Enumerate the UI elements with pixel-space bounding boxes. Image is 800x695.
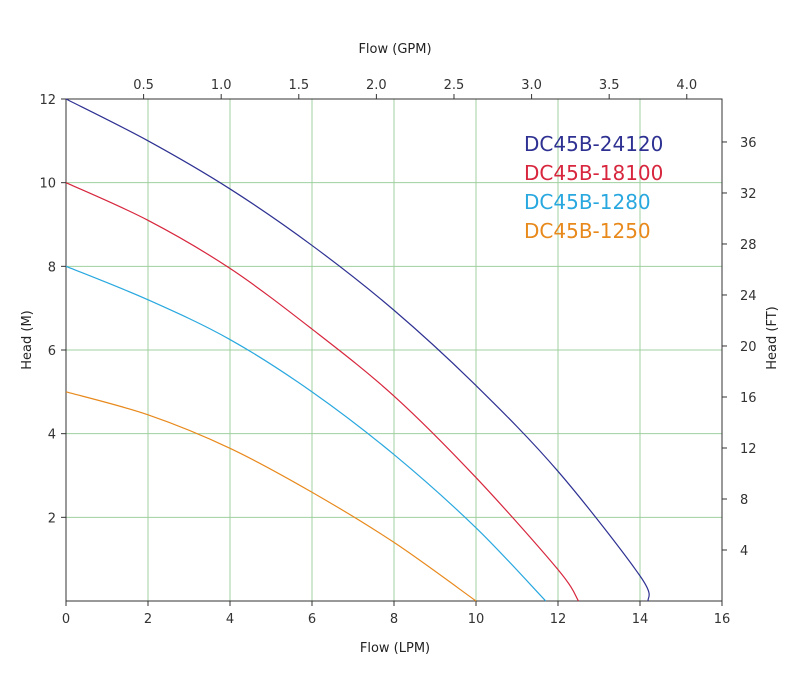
series-line — [65, 391, 477, 602]
y-tick-label: 6 — [48, 344, 56, 359]
y2-tick-label: 20 — [740, 340, 757, 355]
x2-tick-label: 4.0 — [676, 78, 697, 93]
x2-tick-label: 1.0 — [211, 78, 232, 93]
series-lines — [65, 98, 650, 602]
legend: DC45B-24120 DC45B-18100 DC45B-1280 DC45B-12… — [524, 132, 663, 243]
legend-entry: DC45B-1250 — [524, 219, 651, 243]
x2-tick-label: 2.0 — [366, 78, 387, 93]
y2-tick-label: 28 — [740, 238, 757, 253]
x-tick-label: 4 — [226, 612, 234, 627]
x2-axis-title: Flow (GPM) — [358, 42, 431, 57]
y-tick-label: 4 — [48, 428, 56, 443]
y2-tick-label: 16 — [740, 391, 757, 406]
x-tick-label: 14 — [632, 612, 649, 627]
y2-tick-label: 12 — [740, 442, 757, 457]
series-line — [65, 182, 580, 602]
y2-tick-label: 36 — [740, 136, 757, 151]
y2-tick-label: 32 — [740, 187, 757, 202]
x-axis-title: Flow (LPM) — [360, 641, 430, 656]
legend-entry: DC45B-24120 — [524, 132, 663, 156]
y-tick-label: 2 — [48, 511, 56, 526]
x2-tick-label: 2.5 — [444, 78, 465, 93]
y2-axis-title: Head (FT) — [765, 306, 780, 369]
y2-tick-label: 24 — [740, 289, 757, 304]
x2-tick-label: 1.5 — [288, 78, 309, 93]
x-tick-label: 0 — [62, 612, 70, 627]
y2-tick-label: 4 — [740, 544, 748, 559]
y-tick-label: 12 — [39, 93, 56, 108]
x2-tick-label: 3.5 — [599, 78, 620, 93]
x-tick-label: 6 — [308, 612, 316, 627]
y-axis-title: Head (M) — [20, 310, 35, 369]
plot-frame — [61, 94, 727, 606]
y2-tick-label: 8 — [740, 493, 748, 508]
series-line — [65, 98, 650, 602]
x2-tick-label: 0.5 — [133, 78, 154, 93]
x-tick-label: 2 — [144, 612, 152, 627]
x2-tick-label: 3.0 — [521, 78, 542, 93]
x-tick-label: 16 — [714, 612, 731, 627]
legend-entry: DC45B-18100 — [524, 161, 663, 185]
y-tick-label: 10 — [39, 177, 56, 192]
legend-entry: DC45B-1280 — [524, 190, 651, 214]
series-line — [65, 265, 547, 602]
x-tick-label: 8 — [390, 612, 398, 627]
x-tick-label: 12 — [550, 612, 567, 627]
y-tick-label: 8 — [48, 260, 56, 275]
x-tick-label: 10 — [468, 612, 485, 627]
